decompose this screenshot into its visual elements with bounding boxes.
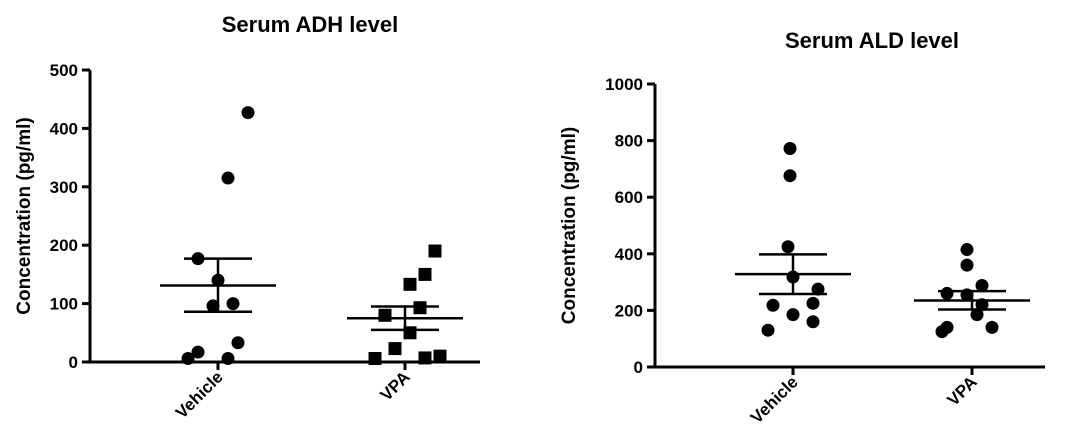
chart-adh: Serum ADH level Concentration (pg/ml) 0 100… — [14, 12, 480, 422]
adh-data-point — [368, 351, 382, 365]
ald-data-point — [786, 308, 800, 322]
adh-data-point — [418, 267, 432, 281]
adh-data-point — [241, 106, 255, 120]
ald-data-point — [985, 320, 999, 334]
adh-y-tick-label: 300 — [50, 178, 78, 197]
adh-data-point — [433, 349, 447, 363]
ald-y-tick-label: 400 — [615, 245, 643, 264]
ald-chart-title: Serum ALD level — [785, 28, 959, 53]
ald-y-tick-label: 1000 — [605, 75, 643, 94]
ald-y-tick-label: 0 — [634, 358, 643, 377]
adh-data-point — [226, 297, 240, 311]
adh-data-point — [221, 351, 235, 365]
ald-data-point — [975, 278, 989, 292]
ald-data-point — [960, 258, 974, 272]
ald-x-tick-label: Vehicle — [747, 372, 802, 427]
adh-data-point — [191, 345, 205, 359]
adh-data-point — [418, 351, 432, 365]
adh-x-tick-label: VPA — [377, 367, 414, 404]
ald-data-point — [970, 308, 984, 322]
chart-ald: Serum ALD level Concentration (pg/ml) 0 200… — [540, 0, 1078, 444]
ald-data-point — [783, 142, 797, 156]
adh-y-tick-label: 200 — [50, 236, 78, 255]
ald-data-point — [960, 243, 974, 257]
adh-y-tick-label: 400 — [50, 119, 78, 138]
ald-y-tick-label: 200 — [615, 301, 643, 320]
adh-y-tick-label: 100 — [50, 295, 78, 314]
adh-chart-title: Serum ADH level — [222, 12, 398, 37]
adh-data-point — [388, 342, 402, 356]
adh-data-point — [403, 277, 417, 291]
ald-data-point — [761, 323, 775, 337]
ald-data-point — [781, 240, 795, 254]
ald-y-tick-label: 600 — [615, 188, 643, 207]
ald-data-point — [940, 286, 954, 300]
adh-y-tick-label: 0 — [69, 353, 78, 372]
chart-ald-svg: Serum ALD level Concentration (pg/ml) 0 200… — [559, 28, 1045, 427]
adh-data-point — [378, 308, 392, 322]
ald-data-point — [935, 325, 949, 339]
ald-data-point — [811, 282, 825, 296]
adh-x-tick-label: Vehicle — [172, 367, 227, 422]
adh-data-point — [231, 336, 245, 350]
ald-data-point — [783, 169, 797, 183]
ald-data-point — [806, 315, 820, 329]
chart-adh-svg: Serum ADH level Concentration (pg/ml) 0 100… — [14, 12, 480, 422]
ald-y-axis-label: Concentration (pg/ml) — [559, 127, 580, 324]
ald-x-tick-label: VPA — [944, 372, 981, 409]
ald-y-tick-label: 800 — [615, 132, 643, 151]
adh-y-axis-label: Concentration (pg/ml) — [14, 117, 35, 314]
adh-data-point — [181, 351, 195, 365]
adh-data-point — [428, 244, 442, 258]
ald-data-point — [806, 296, 820, 310]
adh-data-point — [221, 171, 235, 185]
adh-data-point — [206, 299, 220, 313]
ald-data-point — [766, 298, 780, 312]
adh-y-tick-label: 500 — [50, 61, 78, 80]
